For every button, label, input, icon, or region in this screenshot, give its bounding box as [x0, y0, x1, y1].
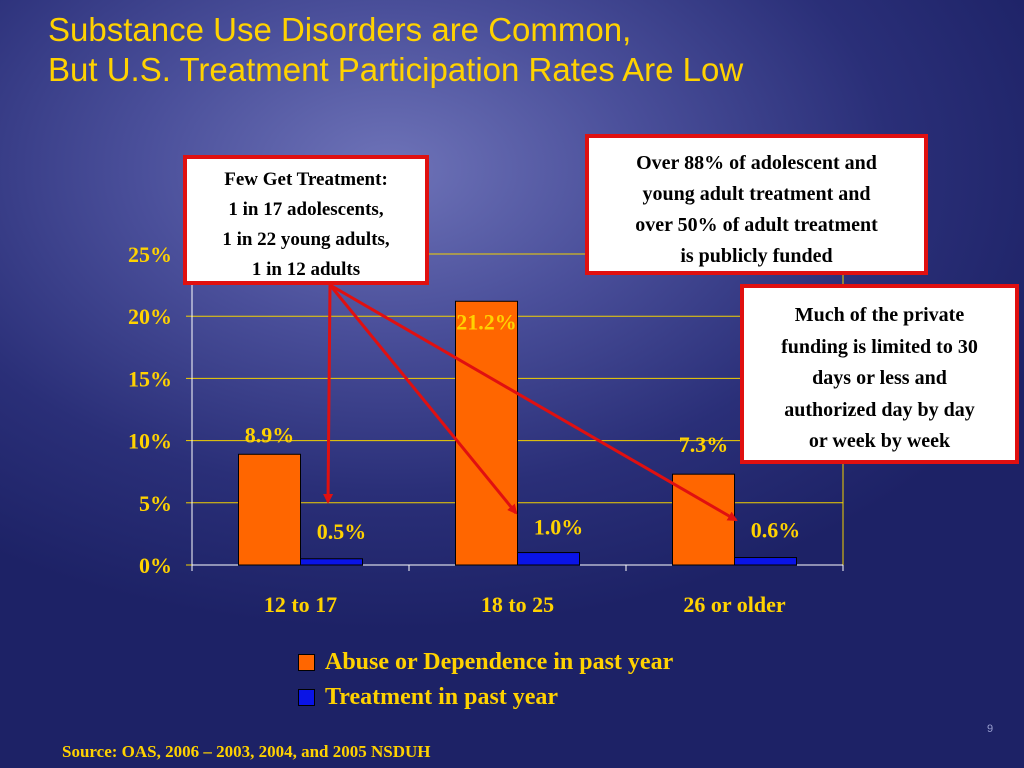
- legend-item-treatment: Treatment in past year: [298, 680, 673, 715]
- callout-arrow: [329, 283, 738, 522]
- callout-line: authorized day by day: [784, 398, 975, 421]
- callout-line: young adult treatment and: [642, 183, 871, 205]
- data-label: 1.0%: [534, 515, 584, 540]
- callout-private-funding: Much of the private funding is limited t…: [740, 284, 1019, 464]
- callout-line: Over 88% of adolescent and: [636, 152, 877, 174]
- callout-line: or week by week: [808, 430, 951, 452]
- y-tick-label: 10%: [128, 429, 172, 454]
- data-label: 7.3%: [679, 432, 729, 457]
- callout-line: 1 in 12 adults: [251, 259, 361, 280]
- bar-treatment: [734, 557, 797, 566]
- callout-line: over 50% of adult treatment: [635, 214, 878, 236]
- callout-arrow: [323, 284, 334, 504]
- data-label: 21.2%: [456, 309, 517, 334]
- callout-line: 1 in 22 young adults,: [222, 229, 390, 250]
- legend-swatch-abuse: [298, 654, 315, 671]
- bar-treatment: [517, 552, 580, 566]
- legend-item-abuse: Abuse or Dependence in past year: [298, 645, 673, 680]
- y-tick-label: 25%: [128, 242, 172, 267]
- y-tick-label: 5%: [139, 491, 172, 516]
- legend-label-abuse: Abuse or Dependence in past year: [325, 649, 674, 675]
- callout-public-funding: Over 88% of adolescent and young adult t…: [585, 134, 928, 275]
- callout-line: is publicly funded: [680, 245, 833, 267]
- x-tick-label: 26 or older: [683, 592, 785, 617]
- x-tick-label: 12 to 17: [264, 592, 337, 617]
- y-tick-label: 15%: [128, 366, 172, 391]
- data-label: 0.5%: [317, 519, 367, 544]
- data-label: 0.6%: [751, 518, 801, 543]
- legend-label-treatment: Treatment in past year: [325, 684, 559, 710]
- callout-line: funding is limited to 30: [781, 335, 978, 358]
- y-tick-label: 0%: [139, 553, 172, 578]
- x-tick-label: 18 to 25: [481, 592, 554, 617]
- callout-line: Much of the private: [794, 304, 965, 326]
- title-line-2: But U.S. Treatment Participation Rates A…: [48, 51, 744, 88]
- page-number: 9: [987, 723, 994, 735]
- legend-swatch-treatment: [298, 689, 315, 706]
- callout-few-get-treatment: Few Get Treatment: 1 in 17 adolescents, …: [183, 155, 429, 285]
- y-tick-label: 20%: [128, 304, 172, 329]
- callout-line: Few Get Treatment:: [224, 169, 388, 190]
- slide-title: Substance Use Disorders are Common, But …: [48, 10, 743, 90]
- data-label: 8.9%: [245, 422, 295, 447]
- source-note: Source: OAS, 2006 – 2003, 2004, and 2005…: [62, 742, 431, 761]
- chart-legend: Abuse or Dependence in past year Treatme…: [298, 645, 673, 715]
- callout-line: days or less and: [812, 367, 947, 389]
- callout-line: 1 in 17 adolescents,: [228, 199, 384, 220]
- title-line-1: Substance Use Disorders are Common,: [48, 11, 632, 48]
- bar-abuse: [238, 453, 301, 566]
- bar-abuse: [455, 300, 518, 566]
- bar-treatment: [300, 558, 363, 566]
- callout-arrow: [328, 284, 518, 515]
